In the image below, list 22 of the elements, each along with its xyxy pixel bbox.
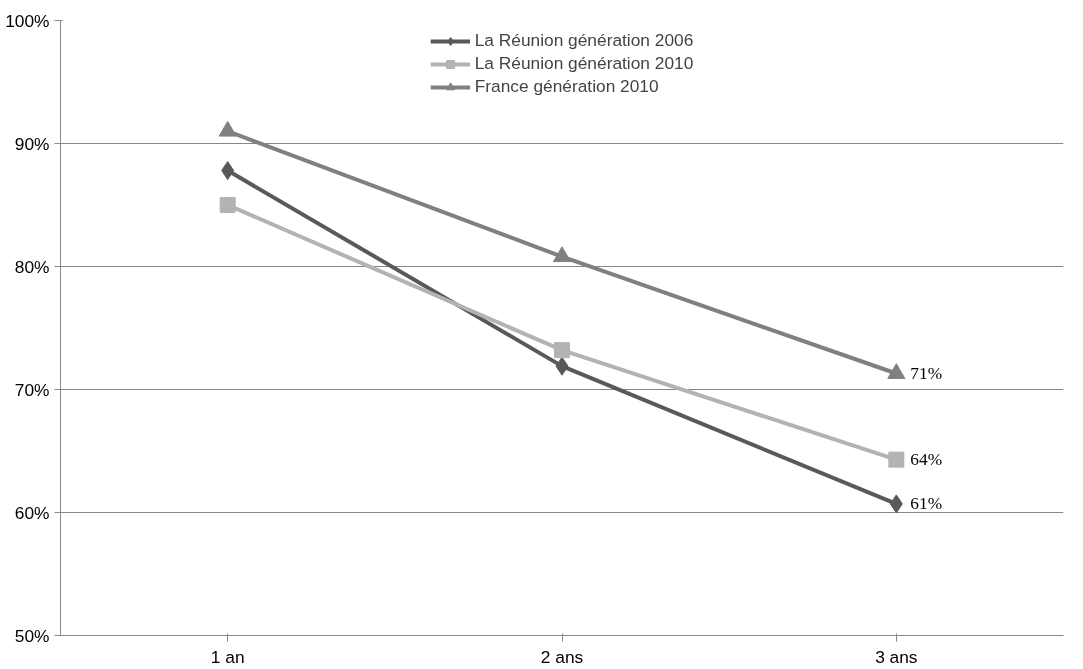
y-tick-label: 60% — [14, 502, 50, 523]
y-tick-label: 90% — [14, 133, 50, 154]
point — [219, 197, 236, 213]
legend-label: France génération 2010 — [474, 76, 659, 97]
point — [555, 356, 569, 376]
point — [221, 161, 235, 181]
y-tick-label: 50% — [14, 625, 50, 646]
point — [889, 494, 903, 514]
data-label: 64% — [910, 450, 943, 470]
y-tick-label: 80% — [14, 256, 50, 277]
point — [554, 342, 570, 359]
legend-label: La Réunion génération 2006 — [474, 30, 694, 51]
point — [888, 451, 905, 468]
data-label: 71% — [910, 364, 943, 384]
x-tick-label: 1 an — [210, 646, 245, 667]
point — [553, 246, 571, 263]
y-tick-label: 70% — [14, 379, 50, 400]
data-label: 61% — [910, 494, 943, 514]
legend-label: La Réunion génération 2010 — [474, 53, 694, 74]
y-tick-label: 100% — [5, 10, 50, 31]
x-tick-label: 2 ans — [540, 646, 584, 667]
x-tick-label: 3 ans — [875, 646, 918, 667]
